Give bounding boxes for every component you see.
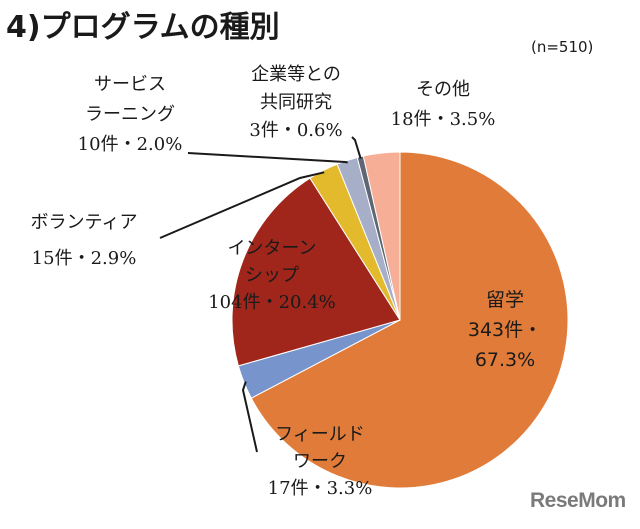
- slice-label-line: フィールド: [275, 424, 365, 445]
- brand-logo-text: ReseMom: [530, 489, 626, 512]
- slice-label-line: 企業等との: [251, 64, 341, 85]
- leader-line-service-learning: [187, 152, 348, 164]
- leader-line-fieldwork: [241, 381, 258, 453]
- slice-label-line: シップ: [245, 265, 299, 286]
- slice-label-line: ワーク: [293, 451, 347, 472]
- pie-slice-study-abroad: [250, 151, 569, 489]
- pie-slice-internship: [231, 177, 401, 367]
- slice-label-fieldwork: フィールドワーク 17件・3.3%: [268, 424, 373, 499]
- slice-label-study-abroad: 留学 343件・ 67.3%: [468, 289, 542, 371]
- slice-label-joint-research: 企業等との共同研究 3件・0.6%: [249, 64, 342, 141]
- slice-label-line: 10件・2.0%: [78, 134, 183, 155]
- slice-label-line: インターン: [227, 238, 316, 259]
- slice-label-line: その他: [416, 79, 470, 100]
- slice-label-line: ラーニング: [85, 104, 175, 125]
- slice-label-line: 3件・0.6%: [249, 120, 342, 141]
- pie-slices: [231, 151, 569, 489]
- leader-lines: [159, 136, 362, 453]
- leader-line-volunteer: [159, 171, 325, 239]
- slice-label-line: 67.3%: [475, 349, 535, 371]
- pie-slice-other: [362, 151, 401, 321]
- slice-label-line: 17件・3.3%: [268, 478, 373, 499]
- slice-label-line: 15件・2.9%: [32, 248, 137, 269]
- slice-label-line: ボランティア: [31, 212, 138, 233]
- chart-title: 4)プログラムの種別: [6, 10, 280, 45]
- slice-labels: 留学 343件・ 67.3% フィールドワーク 17件・3.3% インターンシップ 104件…: [31, 64, 543, 499]
- slice-label-other: その他 18件・3.5%: [391, 79, 496, 130]
- slice-label-line: サービス: [94, 74, 166, 95]
- leader-line-joint-research: [351, 136, 362, 159]
- slice-label-line: 留学: [486, 289, 524, 311]
- slice-label-service-learning: サービスラーニング 10件・2.0%: [78, 74, 183, 155]
- slice-label-line: 共同研究: [260, 92, 332, 113]
- sample-size-note: (n=510): [531, 38, 594, 56]
- slice-label-volunteer: ボランティア 15件・2.9%: [31, 212, 138, 269]
- slice-label-line: 343件・: [468, 319, 542, 341]
- slice-label-line: 104件・20.4%: [208, 292, 336, 313]
- slice-label-internship: インターンシップ 104件・20.4%: [208, 238, 336, 313]
- slice-label-line: 18件・3.5%: [391, 109, 496, 130]
